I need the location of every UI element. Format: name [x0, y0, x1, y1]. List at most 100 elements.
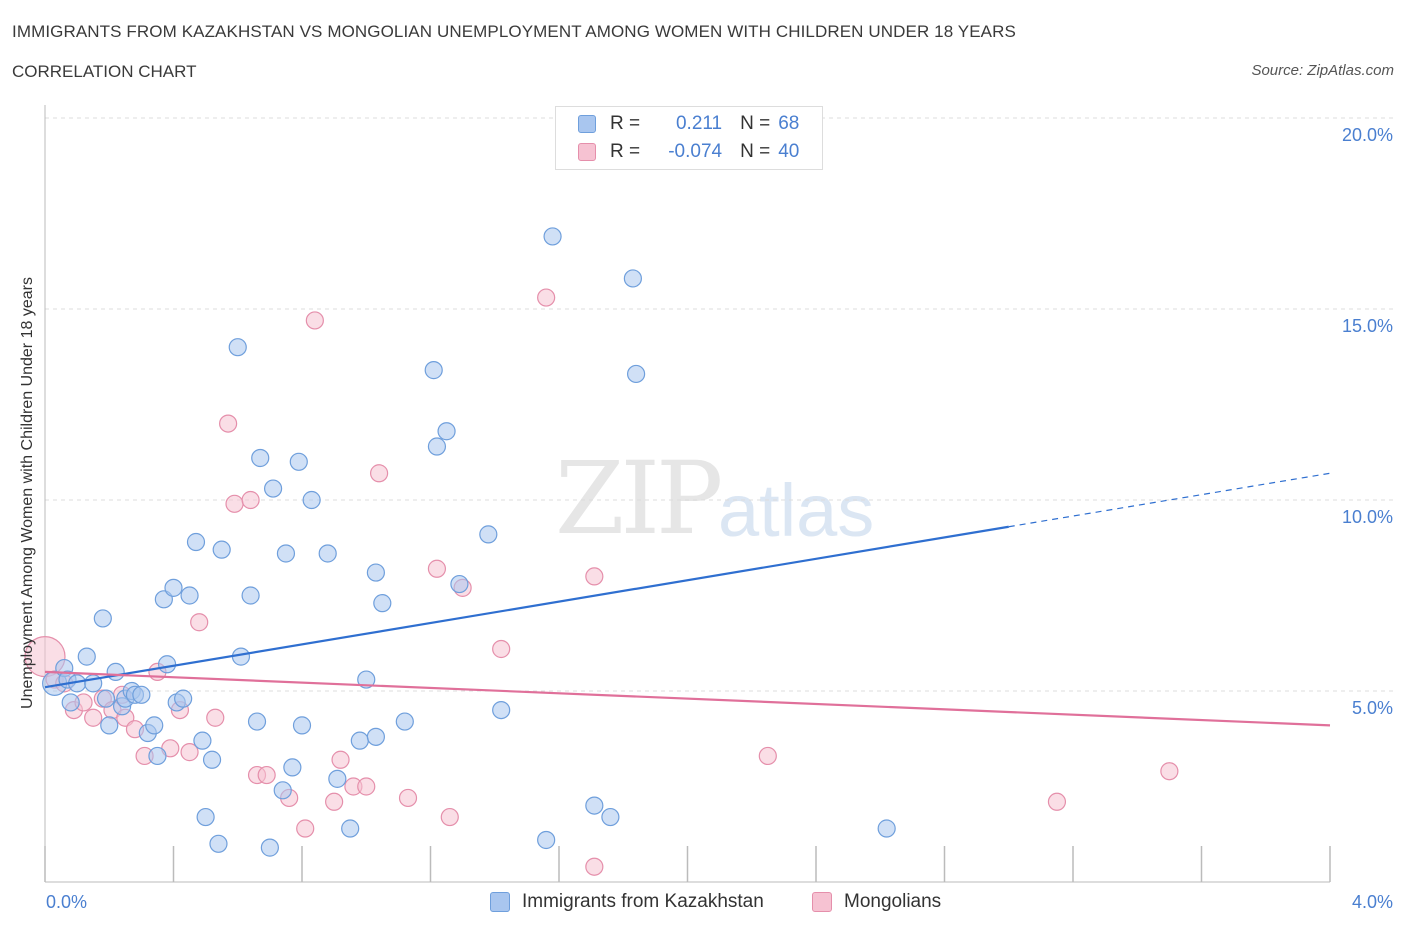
y-tick-label: 10.0%	[1342, 507, 1393, 527]
legend-n-label: N =	[740, 141, 771, 162]
point-kazakhstan	[93, 609, 112, 628]
point-kazakhstan	[366, 727, 385, 746]
chart-title: IMMIGRANTS FROM KAZAKHSTAN VS MONGOLIAN …	[12, 22, 1016, 41]
point-kazakhstan	[212, 540, 231, 559]
point-kazakhstan	[318, 544, 337, 563]
watermark-atlas: atlas	[718, 469, 875, 552]
point-mongolians	[492, 639, 511, 659]
point-kazakhstan	[273, 781, 292, 800]
bottom-legend-kazakhstan: Immigrants from Kazakhstan	[490, 889, 764, 915]
point-kazakhstan	[289, 452, 308, 471]
series-kazakhstan	[42, 227, 896, 857]
legend-r-value: -0.074	[668, 141, 723, 162]
point-mongolians	[84, 708, 103, 727]
point-mongolians	[325, 792, 344, 811]
point-kazakhstan	[263, 479, 283, 498]
axes	[44, 105, 1331, 883]
point-mongolians	[206, 708, 225, 727]
point-mongolians	[190, 613, 209, 632]
point-mongolians	[257, 765, 276, 785]
trendline-mongolians	[44, 670, 1331, 727]
x-tick-label: 4.0%	[1352, 892, 1393, 912]
point-kazakhstan	[241, 586, 260, 605]
point-mongolians	[180, 743, 199, 762]
point-kazakhstan	[601, 807, 620, 827]
point-kazakhstan	[427, 437, 447, 456]
point-mongolians	[427, 559, 447, 578]
point-kazakhstan	[543, 227, 562, 246]
correlation-legend: R = 0.211 N = 68 R = -0.074 N = 40	[555, 106, 823, 170]
point-kazakhstan	[61, 693, 80, 712]
point-kazakhstan	[251, 448, 270, 468]
point-kazakhstan	[350, 731, 369, 750]
point-kazakhstan	[186, 532, 206, 552]
watermark-zip: ZIP	[555, 440, 723, 557]
point-mongolians	[1160, 762, 1179, 781]
point-kazakhstan	[492, 700, 511, 720]
point-mongolians	[305, 311, 324, 330]
point-kazakhstan	[623, 269, 642, 288]
y-tick-label: 5.0%	[1352, 698, 1393, 718]
point-kazakhstan	[164, 578, 183, 597]
point-kazakhstan	[341, 819, 360, 838]
legend-r-label: R =	[610, 141, 641, 162]
point-kazakhstan	[626, 364, 646, 384]
grid-lines	[45, 117, 1395, 692]
point-kazakhstan	[395, 712, 414, 731]
bottom-legend-mongolians: Mongolians	[812, 889, 941, 915]
point-kazakhstan	[196, 807, 215, 827]
y-tick-label: 20.0%	[1342, 125, 1393, 145]
point-kazakhstan	[302, 490, 321, 510]
point-kazakhstan	[77, 647, 96, 666]
bottom-legend-label-kazakhstan: Immigrants from Kazakhstan	[522, 891, 764, 912]
point-kazakhstan	[373, 594, 392, 613]
series-mongolians	[24, 288, 1179, 876]
point-mongolians	[219, 414, 238, 433]
point-mongolians	[758, 746, 777, 766]
point-kazakhstan	[247, 712, 267, 731]
legend-n-label: N =	[740, 113, 771, 134]
legend-swatch-blue	[578, 115, 596, 133]
point-mongolians	[585, 857, 604, 876]
x-tick-label: 0.0%	[46, 892, 87, 912]
legend-swatch-pink	[578, 143, 596, 161]
point-mongolians	[241, 490, 260, 510]
point-mongolians	[357, 777, 376, 796]
point-kazakhstan	[328, 769, 347, 788]
point-kazakhstan	[283, 758, 302, 777]
chart-subtitle: CORRELATION CHART	[12, 62, 197, 81]
legend-r-value: 0.211	[675, 113, 723, 134]
point-kazakhstan	[96, 689, 116, 708]
point-kazakhstan	[292, 716, 312, 735]
point-kazakhstan	[357, 670, 376, 689]
source-note: Source: ZipAtlas.com	[1251, 62, 1394, 79]
point-kazakhstan	[585, 796, 604, 815]
point-mongolians	[370, 464, 389, 483]
bottom-swatch-pink	[812, 892, 832, 912]
point-kazakhstan	[877, 819, 896, 838]
trendlines	[44, 472, 1331, 727]
point-kazakhstan	[180, 586, 199, 605]
point-mongolians	[225, 494, 244, 513]
point-kazakhstan	[132, 685, 151, 704]
point-kazakhstan	[193, 731, 212, 750]
legend-r-label: R =	[610, 113, 641, 134]
y-axis-label: Unemployment Among Women with Children U…	[19, 277, 36, 709]
point-mongolians	[440, 807, 459, 827]
point-kazakhstan	[228, 338, 247, 357]
legend-row-kazakhstan: R = 0.211 N = 68	[578, 112, 799, 136]
bottom-legend-label-mongolians: Mongolians	[844, 891, 942, 912]
point-kazakhstan	[366, 563, 385, 582]
point-kazakhstan	[450, 574, 469, 594]
point-kazakhstan	[479, 525, 498, 544]
point-mongolians	[585, 567, 604, 586]
point-kazakhstan	[157, 655, 177, 674]
legend-row-mongolians: R = -0.074 N = 40	[578, 140, 799, 164]
legend-n-value: 40	[778, 141, 800, 162]
point-kazakhstan	[148, 746, 167, 766]
point-mongolians	[1047, 792, 1067, 811]
point-mongolians	[296, 819, 315, 838]
point-kazakhstan	[174, 689, 193, 708]
point-mongolians	[398, 788, 418, 808]
